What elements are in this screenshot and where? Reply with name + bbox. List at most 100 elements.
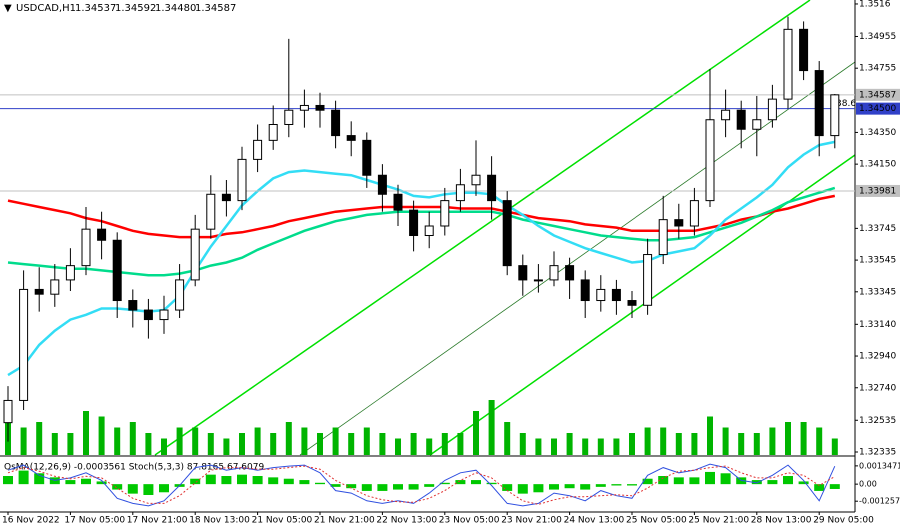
- volume-bar: [597, 438, 604, 455]
- channel-upper: [154, 0, 811, 456]
- volume-bar: [691, 433, 698, 455]
- candle-body: [596, 288, 606, 302]
- osma-bar: [408, 484, 419, 490]
- y-tick-label: 1.34350: [859, 128, 896, 138]
- y-tick-label: 1.34150: [859, 160, 896, 170]
- volume-bar: [410, 433, 417, 455]
- volume-bar: [473, 411, 479, 455]
- y-tick-label: 1.33745: [859, 224, 896, 234]
- candle-body: [175, 279, 185, 311]
- candle-body: [331, 109, 341, 137]
- osma-bar: [18, 470, 29, 485]
- osma-bar: [127, 484, 138, 494]
- osma-bar: [783, 476, 793, 485]
- candle-body: [206, 193, 216, 230]
- volume-bar: [36, 422, 43, 455]
- moving-average: [7, 194, 836, 239]
- volume-bar: [51, 433, 58, 455]
- volume-bar: [738, 433, 745, 455]
- volume-bar: [582, 438, 589, 455]
- osma-bar: [393, 484, 403, 490]
- x-tick-label: 22 Nov 13:00: [376, 516, 437, 526]
- osma-bar: [65, 480, 76, 485]
- volume-bar: [348, 433, 355, 455]
- volume-bar: [161, 438, 167, 455]
- osma-bar: [533, 484, 544, 493]
- osma-bar: [580, 484, 591, 490]
- x-tick-label: 25 Nov 05:00: [626, 516, 687, 526]
- candle-body: [658, 219, 668, 256]
- volume-bar: [270, 433, 277, 455]
- header-close: 1.34587: [195, 3, 236, 14]
- volume-bar: [566, 433, 573, 455]
- candle-body: [19, 288, 29, 401]
- volume-bar: [660, 427, 667, 455]
- osma-bar: [159, 484, 169, 493]
- osma-bar: [299, 480, 310, 485]
- x-tick-label: 21 Nov 05:00: [252, 516, 313, 526]
- osma-bar: [346, 484, 357, 489]
- x-tick-label: 18 Nov 13:00: [189, 516, 250, 526]
- osma-bar: [829, 484, 840, 489]
- candle-body: [799, 28, 809, 72]
- volume-bar: [317, 433, 323, 455]
- candle-body: [502, 200, 512, 267]
- header-open: 1.34537: [75, 3, 116, 14]
- volume-bar: [176, 427, 183, 455]
- volume-bar: [145, 433, 152, 455]
- volume-bar: [395, 438, 401, 455]
- candle-body: [689, 200, 699, 227]
- y-tick-label: 1.32535: [859, 416, 896, 426]
- osma-bar: [315, 482, 325, 485]
- osma-bar: [673, 477, 684, 485]
- volume-bar: [519, 433, 526, 455]
- volume-bar: [223, 438, 230, 455]
- price-label-box: [856, 184, 900, 197]
- volume-bar: [816, 427, 823, 455]
- candle-body: [3, 399, 13, 424]
- osma-bar: [798, 481, 809, 485]
- candle-body: [299, 104, 309, 111]
- volume-bar: [98, 416, 105, 455]
- osma-bar: [96, 481, 107, 485]
- y-tick-label: 1.33545: [859, 256, 896, 266]
- osma-bar: [424, 484, 435, 487]
- osma-bar: [517, 484, 528, 494]
- volume-bar: [457, 433, 464, 455]
- candle-body: [377, 174, 387, 195]
- fibo-annotation: 38.6: [836, 99, 856, 109]
- y-tick-label: 1.3516: [859, 0, 891, 9]
- candle-body: [409, 209, 419, 237]
- price-label-box: [856, 88, 900, 101]
- volume-bar: [379, 433, 386, 455]
- candle-body: [814, 70, 824, 137]
- candle-body: [487, 174, 497, 202]
- volume-bar: [301, 427, 308, 455]
- osma-bar: [455, 480, 466, 485]
- candle-body: [190, 228, 200, 281]
- osma-bar: [377, 484, 388, 491]
- osma-bar: [751, 480, 762, 485]
- volume-bar: [67, 433, 74, 455]
- candle-body: [424, 225, 434, 237]
- osma-bar: [486, 482, 497, 485]
- symbol: USDCAD,H1: [16, 3, 76, 14]
- candle-body: [65, 265, 75, 281]
- candle-body: [705, 119, 715, 202]
- candle-body: [752, 119, 762, 130]
- volume-bar: [785, 422, 791, 455]
- osma-bar: [81, 478, 91, 485]
- candle-body: [580, 279, 590, 302]
- y-tick-label: 1.34955: [859, 32, 896, 42]
- volume-bar: [426, 438, 433, 455]
- volume-bar: [551, 438, 557, 455]
- volume-bar: [707, 416, 713, 455]
- volume-bar: [613, 438, 620, 455]
- candle-body: [549, 265, 559, 281]
- x-tick-label: 17 Nov 05:00: [64, 516, 125, 526]
- candle-body: [533, 279, 543, 282]
- candle-body: [627, 300, 637, 306]
- header-high: 1.34592: [115, 3, 156, 14]
- x-tick-label: 23 Nov 05:00: [439, 516, 500, 526]
